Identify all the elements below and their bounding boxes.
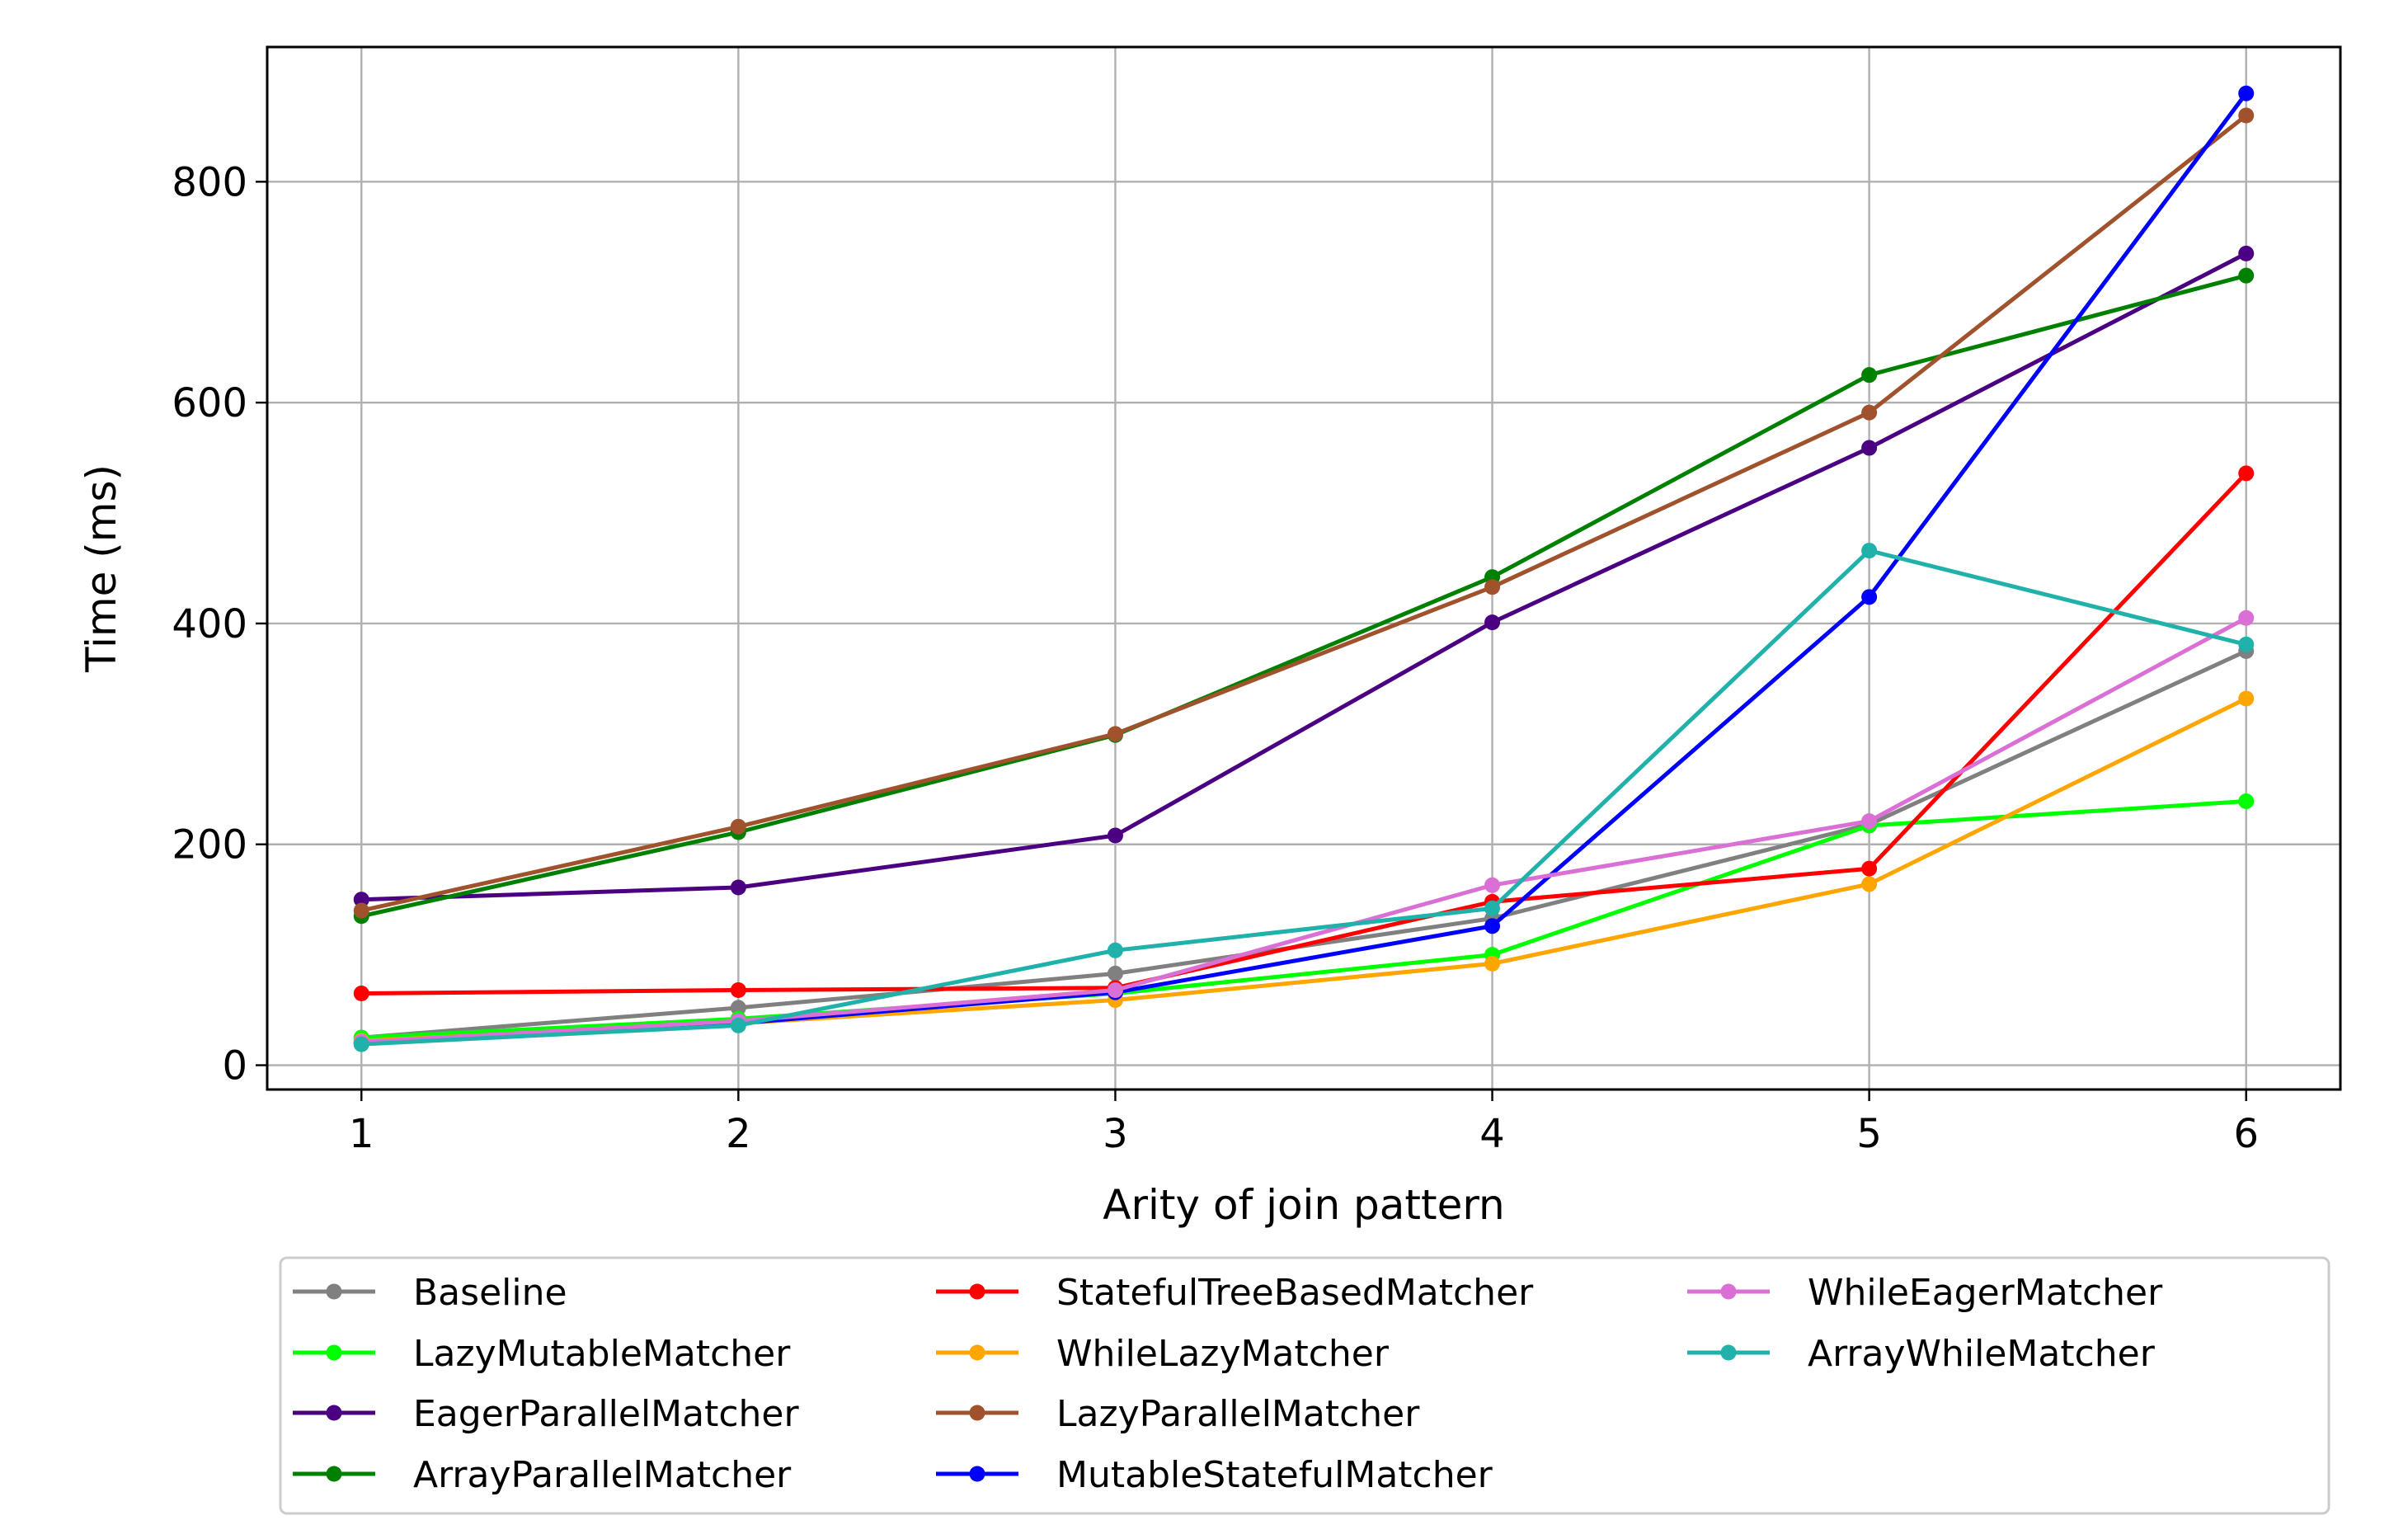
x-axis-label: Arity of join pattern	[1103, 1181, 1505, 1229]
legend-entry: LazyMutableMatcher	[293, 1333, 791, 1375]
data-point	[2238, 793, 2255, 810]
legend-entry: EagerParallelMatcher	[293, 1393, 799, 1435]
y-tick-label: 800	[172, 159, 247, 205]
series-line	[359, 251, 2249, 902]
y-tick-label: 600	[172, 380, 247, 426]
legend-label: WhileEagerMatcher	[1808, 1272, 2163, 1314]
y-tick-label: 400	[172, 601, 247, 647]
legend-frame	[279, 1256, 2330, 1515]
data-point	[1107, 942, 1123, 958]
data-point	[2238, 107, 2255, 124]
legend-marker	[1720, 1344, 1737, 1361]
legend-marker	[326, 1466, 342, 1482]
legend-label: StatefulTreeBasedMatcher	[1056, 1272, 1534, 1314]
legend-label: ArrayWhileMatcher	[1808, 1333, 2156, 1375]
legend-marker	[1720, 1283, 1737, 1300]
data-point	[2238, 245, 2255, 261]
data-point	[1107, 981, 1123, 998]
data-point	[1107, 965, 1123, 981]
legend-entry: WhileEagerMatcher	[1687, 1272, 2163, 1314]
legend-label: WhileLazyMatcher	[1056, 1333, 1390, 1375]
x-tick-label: 2	[726, 1111, 751, 1157]
data-point	[1484, 918, 1501, 934]
legend-label: MutableStatefulMatcher	[1056, 1454, 1493, 1496]
legend-entry: ArrayParallelMatcher	[293, 1454, 792, 1496]
grid-lines	[267, 47, 2340, 1090]
data-point	[1861, 440, 1878, 456]
series-layer	[353, 85, 2255, 1052]
series-group	[353, 245, 2255, 908]
legend: Baseline LazyMutableMatcher EagerParallelM…	[279, 1256, 2330, 1515]
legend-marker	[326, 1405, 342, 1421]
data-point	[1861, 367, 1878, 384]
data-point	[2238, 267, 2255, 284]
data-point	[2238, 85, 2255, 101]
data-point	[353, 1036, 369, 1052]
x-tick-label: 3	[1103, 1111, 1128, 1157]
x-tick-label: 5	[1856, 1111, 1882, 1157]
data-point	[1484, 955, 1501, 972]
x-tick-label: 1	[349, 1111, 374, 1157]
legend-label: EagerParallelMatcher	[413, 1393, 799, 1435]
data-point	[2238, 690, 2255, 707]
legend-marker	[969, 1466, 985, 1482]
data-point	[730, 879, 746, 896]
legend-entry: ArrayWhileMatcher	[1687, 1333, 2156, 1375]
series-line	[359, 799, 2249, 1040]
data-point	[2238, 636, 2255, 652]
data-point	[1107, 827, 1123, 844]
series-line	[359, 471, 2249, 995]
series-line	[359, 548, 2249, 1047]
legend-label: LazyParallelMatcher	[1056, 1393, 1420, 1435]
series-group	[353, 107, 2255, 919]
data-point	[1861, 404, 1878, 421]
legend-entry: MutableStatefulMatcher	[936, 1454, 1493, 1496]
series-group	[353, 543, 2255, 1052]
legend-marker	[326, 1283, 342, 1300]
legend-marker	[326, 1344, 342, 1361]
data-point	[1484, 877, 1501, 893]
legend-entry: LazyParallelMatcher	[936, 1393, 1420, 1435]
data-point	[730, 1017, 746, 1033]
legend-entry: Baseline	[293, 1272, 567, 1314]
y-tick-label: 200	[172, 822, 247, 868]
legend-label: Baseline	[413, 1272, 567, 1314]
y-axis-label: Time (ms)	[78, 464, 125, 673]
y-tick-label: 0	[222, 1043, 247, 1090]
data-point	[730, 1000, 746, 1016]
data-point	[1484, 900, 1501, 916]
x-tick-label: 4	[1479, 1111, 1505, 1157]
data-point	[2238, 609, 2255, 626]
legend-entry: WhileLazyMatcher	[936, 1333, 1390, 1375]
data-point	[730, 818, 746, 835]
data-point	[353, 892, 369, 908]
data-point	[1861, 589, 1878, 605]
legend-label: LazyMutableMatcher	[413, 1333, 791, 1375]
data-point	[2238, 465, 2255, 482]
data-point	[353, 902, 369, 919]
data-point	[1484, 614, 1501, 631]
series-line	[359, 615, 2249, 1044]
data-point	[1861, 543, 1878, 559]
data-point	[1861, 813, 1878, 830]
data-point	[730, 981, 746, 998]
legend-marker	[969, 1283, 985, 1300]
data-point	[1861, 876, 1878, 892]
legend-marker	[969, 1405, 985, 1421]
legend-label: ArrayParallelMatcher	[413, 1454, 792, 1496]
data-point	[1107, 726, 1123, 742]
legend-marker	[969, 1344, 985, 1361]
x-tick-label: 6	[2233, 1111, 2259, 1157]
axis-ticks: 1 2 3 4 5 6 0 200 400 600 800	[172, 159, 2259, 1157]
data-point	[1861, 860, 1878, 877]
data-point	[1484, 579, 1501, 595]
data-point	[353, 986, 369, 1002]
legend-entry: StatefulTreeBasedMatcher	[936, 1272, 1534, 1314]
series-line	[359, 113, 2249, 913]
series-line	[359, 273, 2249, 919]
plot-frame	[266, 45, 2342, 1091]
